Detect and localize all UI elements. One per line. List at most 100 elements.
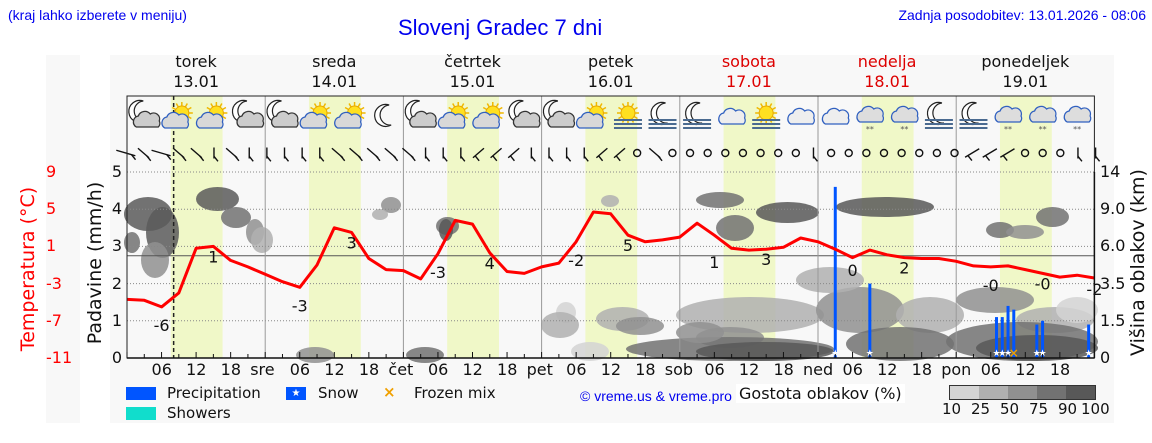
svg-text:**: **	[1073, 125, 1081, 134]
svg-text:★: ★	[1085, 349, 1093, 359]
x-tick: 06	[151, 360, 172, 379]
wind-barb-icon	[879, 148, 889, 158]
precip-legend-label: Precipitation	[167, 384, 261, 402]
wind-barb-icon	[283, 147, 290, 162]
x-tick: sob	[664, 360, 694, 379]
showers-legend-swatch	[126, 407, 156, 420]
cloud-snow-icon: **	[1063, 105, 1092, 134]
x-tick: 18	[497, 360, 518, 379]
day-label-5: nedelja 18.01	[827, 52, 947, 92]
sun-fog-icon	[752, 102, 781, 129]
temp-tick: -7	[46, 310, 62, 330]
day-label-3: petek 16.01	[551, 52, 671, 92]
wind-barb-icon	[401, 147, 416, 162]
wind-barb-icon	[648, 147, 663, 162]
cloud-snow-icon: **	[1029, 105, 1057, 134]
x-tick: 12	[186, 360, 207, 379]
x-tick: pon	[941, 360, 972, 379]
x-tick: 12	[738, 360, 760, 379]
cloud-height-tick: 1.5	[1100, 310, 1126, 330]
moon-cloud-icon	[128, 99, 161, 128]
wind-barb-icon	[301, 147, 307, 162]
wind-barb-icon	[472, 147, 485, 162]
svg-text:**: **	[866, 125, 874, 134]
precip-tick: 0	[111, 348, 122, 367]
sun-cloud-icon	[195, 102, 228, 129]
sun-cloud-icon	[299, 102, 332, 129]
svg-text:5: 5	[623, 236, 633, 255]
wind-barb-icon	[932, 148, 942, 158]
svg-text:0: 0	[847, 261, 857, 280]
day-name: nedelja	[857, 52, 917, 71]
day-date: 13.01	[173, 72, 219, 91]
wind-barb-icon	[213, 147, 219, 162]
day-label-6: ponedeljek 19.01	[965, 52, 1085, 92]
x-tick: 18	[358, 360, 380, 379]
day-date: 18.01	[864, 72, 910, 91]
svg-text:-0: -0	[983, 276, 999, 295]
x-tick: 12	[1015, 360, 1036, 379]
x-tick: 18	[220, 360, 241, 379]
wind-barb-icon	[225, 147, 240, 162]
cloud-height-tick: 9.0	[1100, 199, 1126, 219]
svg-text:-0: -0	[1035, 274, 1051, 293]
moon-cloud-icon	[542, 99, 576, 128]
density-tick: 50	[1000, 400, 1020, 418]
cloud-snow-icon: **	[856, 105, 884, 134]
sun-fog-icon	[613, 102, 642, 129]
x-tick: pet	[526, 360, 553, 379]
wind-barb-icon	[490, 147, 503, 162]
wind-barb-icon	[595, 147, 608, 162]
cloud-height-tick: 0	[1100, 348, 1111, 367]
cloud-height-tick: 14	[1100, 162, 1121, 181]
cloud-density-scale	[949, 385, 1096, 400]
temp-tick: -3	[46, 273, 62, 293]
svg-text:★: ★	[998, 349, 1006, 359]
svg-text:-3: -3	[430, 263, 446, 282]
precip-tick: 2	[111, 273, 122, 293]
wind-barb-icon	[756, 148, 765, 158]
x-tick: 06	[566, 360, 587, 379]
svg-text:1: 1	[709, 253, 719, 272]
wind-barb-icon	[812, 147, 819, 162]
frozen-mix-legend-icon: ×	[383, 383, 396, 401]
x-tick: 18	[773, 360, 794, 379]
cloud-icon	[787, 107, 815, 125]
wind-barb-icon	[460, 147, 466, 162]
wind-barb-icon	[668, 148, 677, 158]
wind-barb-icon	[950, 148, 959, 158]
chart-frame	[126, 95, 1096, 359]
wind-barb-icon	[349, 147, 363, 162]
wind-barb-icon	[248, 147, 254, 162]
density-tick: 25	[971, 400, 991, 418]
wind-barb-icon	[613, 147, 626, 162]
wind-barb-icon	[442, 147, 448, 162]
cloud-icon	[718, 107, 746, 125]
wind-barb-icon	[151, 149, 172, 161]
precip-tick: 1	[111, 310, 122, 330]
svg-text:**: **	[1039, 125, 1047, 134]
day-date: 16.01	[587, 72, 634, 91]
svg-text:2: 2	[899, 259, 909, 278]
temp-axis-panel	[46, 55, 80, 423]
wind-barb-icon	[999, 148, 1015, 161]
svg-text:-6: -6	[154, 316, 170, 335]
x-tick: ned	[803, 360, 834, 379]
svg-text:×: ×	[1009, 346, 1019, 360]
wind-barb-icon	[583, 147, 589, 162]
cloud-height-tick: 3.5	[1100, 273, 1126, 293]
temperature-line	[126, 210, 1095, 309]
density-tick: 100	[1081, 400, 1110, 418]
wind-barb-icon	[384, 147, 399, 162]
density-tick: 10	[942, 400, 962, 418]
sun-cloud-icon	[472, 102, 504, 129]
sun-cloud-icon	[437, 102, 470, 129]
wind-barb-icon	[172, 147, 187, 162]
moon-icon	[374, 103, 392, 128]
credit-link[interactable]: © vreme.us & vreme.pro	[580, 388, 732, 404]
wind-barb-icon	[319, 147, 325, 162]
svg-text:3: 3	[761, 250, 771, 269]
moon-fog-icon	[959, 101, 988, 129]
grid-lines	[127, 96, 1095, 358]
day-name: sobota	[721, 52, 776, 71]
